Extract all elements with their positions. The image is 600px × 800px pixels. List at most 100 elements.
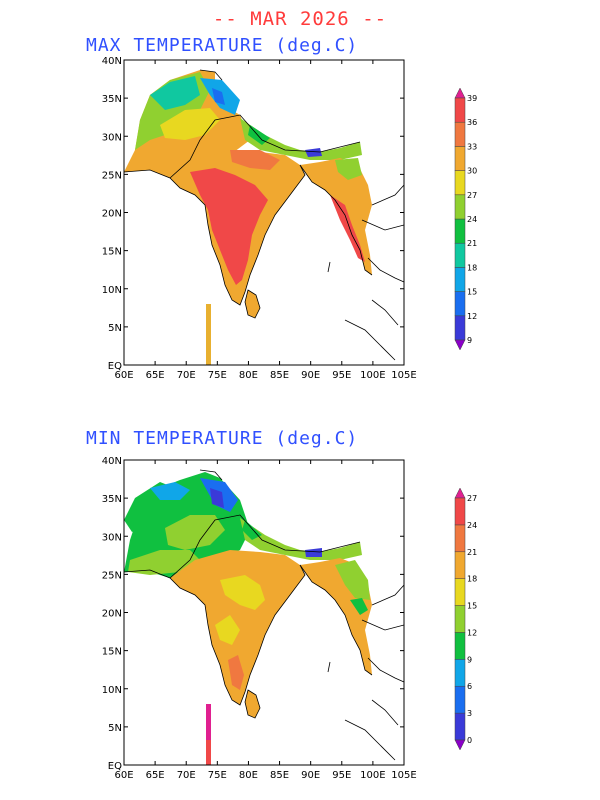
- colorbar-level-label: 15: [467, 602, 477, 611]
- colorbar-top-arrow: [454, 87, 466, 99]
- x-tick-label: 100E: [360, 770, 385, 781]
- colorbar-level-label: 21: [467, 548, 477, 557]
- max-temperature-title: MAX TEMPERATURE (deg.C): [86, 35, 359, 56]
- colorbar-level-label: 24: [467, 215, 477, 224]
- colorbar-segment: [454, 551, 466, 579]
- max-axes: 60E 65E 70E 75E 80E 85E 90E 95E 100E 105E EQ 5N 10N 1…: [102, 56, 417, 381]
- region-karakoram-core-min: [210, 488, 224, 508]
- colorbar-level-label: 15: [467, 288, 477, 297]
- y-tick-label: 35N: [102, 494, 122, 505]
- colorbar-segment: [454, 497, 466, 526]
- region-himalaya-west-min: [242, 520, 262, 540]
- colorbar-bottom-arrow: [454, 739, 466, 751]
- country-borders-min: [123, 469, 405, 761]
- map-date-title: -- MAR 2026 --: [212, 8, 388, 30]
- colorbar-bottom-arrow: [454, 339, 466, 351]
- colorbar-segment: [454, 659, 466, 687]
- y-tick-label: EQ: [108, 361, 122, 372]
- region-maldives: [206, 304, 211, 365]
- x-tick-label: 85E: [270, 770, 289, 781]
- region-maldives-min: [206, 704, 211, 765]
- colorbar-level-label: 30: [467, 167, 477, 176]
- region-myanmar-hot: [330, 195, 365, 262]
- y-tick-label: 20N: [102, 209, 122, 220]
- y-tick-label: 15N: [102, 647, 122, 658]
- x-tick-label: 80E: [239, 370, 258, 381]
- y-tick-label: 5N: [108, 723, 122, 734]
- colorbar-segment: [454, 685, 466, 714]
- x-tick-label: 90E: [301, 770, 320, 781]
- colorbar-level-label: 21: [467, 239, 477, 248]
- y-tick-label: 40N: [102, 56, 122, 67]
- min-colorbar: 0 3 6 9 12 15 18 21 24 27: [454, 487, 477, 751]
- colorbar-segment: [454, 97, 466, 123]
- colorbar-segment: [454, 605, 466, 633]
- colorbar-level-label: 27: [467, 494, 477, 503]
- region-south-india-min: [228, 655, 244, 690]
- colorbar-level-label: 9: [467, 336, 472, 345]
- region-karakoram-core: [212, 88, 225, 105]
- x-tick-label: 100E: [360, 370, 385, 381]
- region-bhutan-cold-min: [305, 548, 322, 557]
- region-india-hot-core: [190, 168, 268, 285]
- colorbar-segment: [454, 242, 466, 268]
- region-myanmar-north: [335, 158, 362, 180]
- y-tick-label: EQ: [108, 761, 122, 772]
- region-balochistan-min: [128, 550, 200, 575]
- colorbar-segment: [454, 218, 466, 244]
- region-hindukush-min: [150, 482, 190, 500]
- colorbar-segment: [454, 194, 466, 220]
- colorbar-segment: [454, 632, 466, 660]
- y-tick-label: 25N: [102, 570, 122, 581]
- x-tick-label: 105E: [391, 370, 416, 381]
- y-tick-label: 15N: [102, 247, 122, 258]
- colorbar-segment: [454, 315, 466, 341]
- x-tick-label: 95E: [332, 370, 351, 381]
- x-tick-label: 60E: [114, 370, 133, 381]
- colorbar-segment: [454, 578, 466, 606]
- max-temperature-map: 60E 65E 70E 75E 80E 85E 90E 95E 100E 105E EQ 5N 10N 1…: [102, 56, 477, 381]
- colorbar-segment: [454, 121, 466, 147]
- x-tick-label: 75E: [208, 370, 227, 381]
- colorbar-segment: [454, 712, 466, 741]
- colorbar-segment: [454, 170, 466, 196]
- colorbar-level-label: 9: [467, 655, 472, 664]
- colorbar-level-label: 18: [467, 263, 477, 272]
- min-axes: 60E 65E 70E 75E 80E 85E 90E 95E 100E 105E EQ 5N 10N 1…: [102, 456, 417, 781]
- colorbar-level-label: 12: [467, 312, 477, 321]
- region-myanmar: [300, 158, 372, 275]
- region-maldives-south-min: [206, 740, 211, 765]
- y-tick-label: 5N: [108, 323, 122, 334]
- colorbar-level-label: 6: [467, 682, 472, 691]
- y-tick-label: 40N: [102, 456, 122, 467]
- region-gangetic: [230, 150, 280, 170]
- x-tick-label: 75E: [208, 770, 227, 781]
- colorbar-level-label: 24: [467, 521, 477, 530]
- x-tick-label: 95E: [332, 770, 351, 781]
- country-borders: [123, 69, 405, 361]
- x-tick-label: 70E: [177, 370, 196, 381]
- colorbar-segment: [454, 291, 466, 317]
- region-himalaya-min: [240, 518, 362, 560]
- region-pak-plateau-min: [165, 515, 225, 550]
- y-tick-label: 35N: [102, 94, 122, 105]
- colorbar-level-label: 0: [467, 736, 472, 745]
- x-tick-label: 60E: [114, 770, 133, 781]
- x-tick-label: 65E: [146, 770, 165, 781]
- colorbar-level-label: 33: [467, 142, 477, 151]
- colorbar-level-label: 36: [467, 118, 477, 127]
- x-tick-label: 70E: [177, 770, 196, 781]
- region-myanmar-north-min: [335, 560, 370, 600]
- colorbar-segment: [454, 267, 466, 292]
- region-central-india-min: [220, 575, 265, 610]
- region-deccan-min: [215, 615, 240, 645]
- y-tick-label: 20N: [102, 609, 122, 620]
- y-tick-label: 30N: [102, 132, 122, 143]
- x-tick-label: 65E: [146, 370, 165, 381]
- x-tick-label: 90E: [301, 370, 320, 381]
- colorbar-level-label: 27: [467, 191, 477, 200]
- region-pak-plateau: [160, 108, 220, 140]
- x-tick-label: 85E: [270, 370, 289, 381]
- colorbar-segment: [454, 146, 466, 171]
- x-tick-label: 105E: [391, 770, 416, 781]
